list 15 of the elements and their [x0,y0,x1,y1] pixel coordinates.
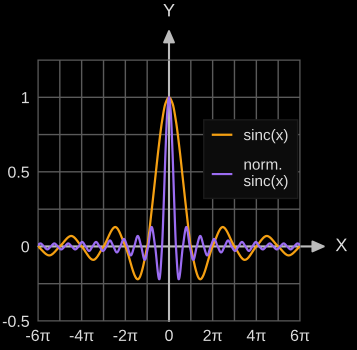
x-tick-label: 0 [165,330,173,342]
x-tick-label: 2π [203,330,222,342]
x-tick-label: 6π [290,330,310,342]
x-axis-title: X [336,238,348,252]
y-tick-label: -0.5 [2,316,29,327]
x-tick-label: -4π [70,330,94,342]
y-axis-title: Y [163,4,175,16]
legend-label: norm. sinc(x) [244,161,288,190]
y-tick-label: 0 [21,241,30,252]
x-tick-label: -6π [26,330,50,342]
x-tick-label: -2π [113,330,138,342]
y-tick-label: 0.5 [8,166,29,178]
legend-label: sinc(x) [244,129,288,144]
y-tick-label: 1 [22,92,29,104]
x-tick-label: 4π [246,330,266,342]
